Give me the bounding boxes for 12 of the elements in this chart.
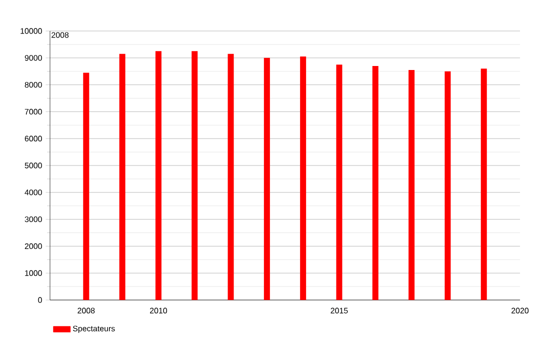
bar: [408, 70, 415, 300]
bar: [444, 71, 451, 300]
bar: [300, 56, 306, 300]
bar: [119, 54, 126, 300]
bar: [372, 66, 378, 300]
bar: [83, 72, 90, 300]
bar: [480, 68, 487, 300]
bar: [192, 51, 198, 300]
bar: [264, 58, 270, 300]
bar: [155, 51, 162, 300]
bar: [336, 64, 342, 300]
bar: [228, 54, 234, 300]
